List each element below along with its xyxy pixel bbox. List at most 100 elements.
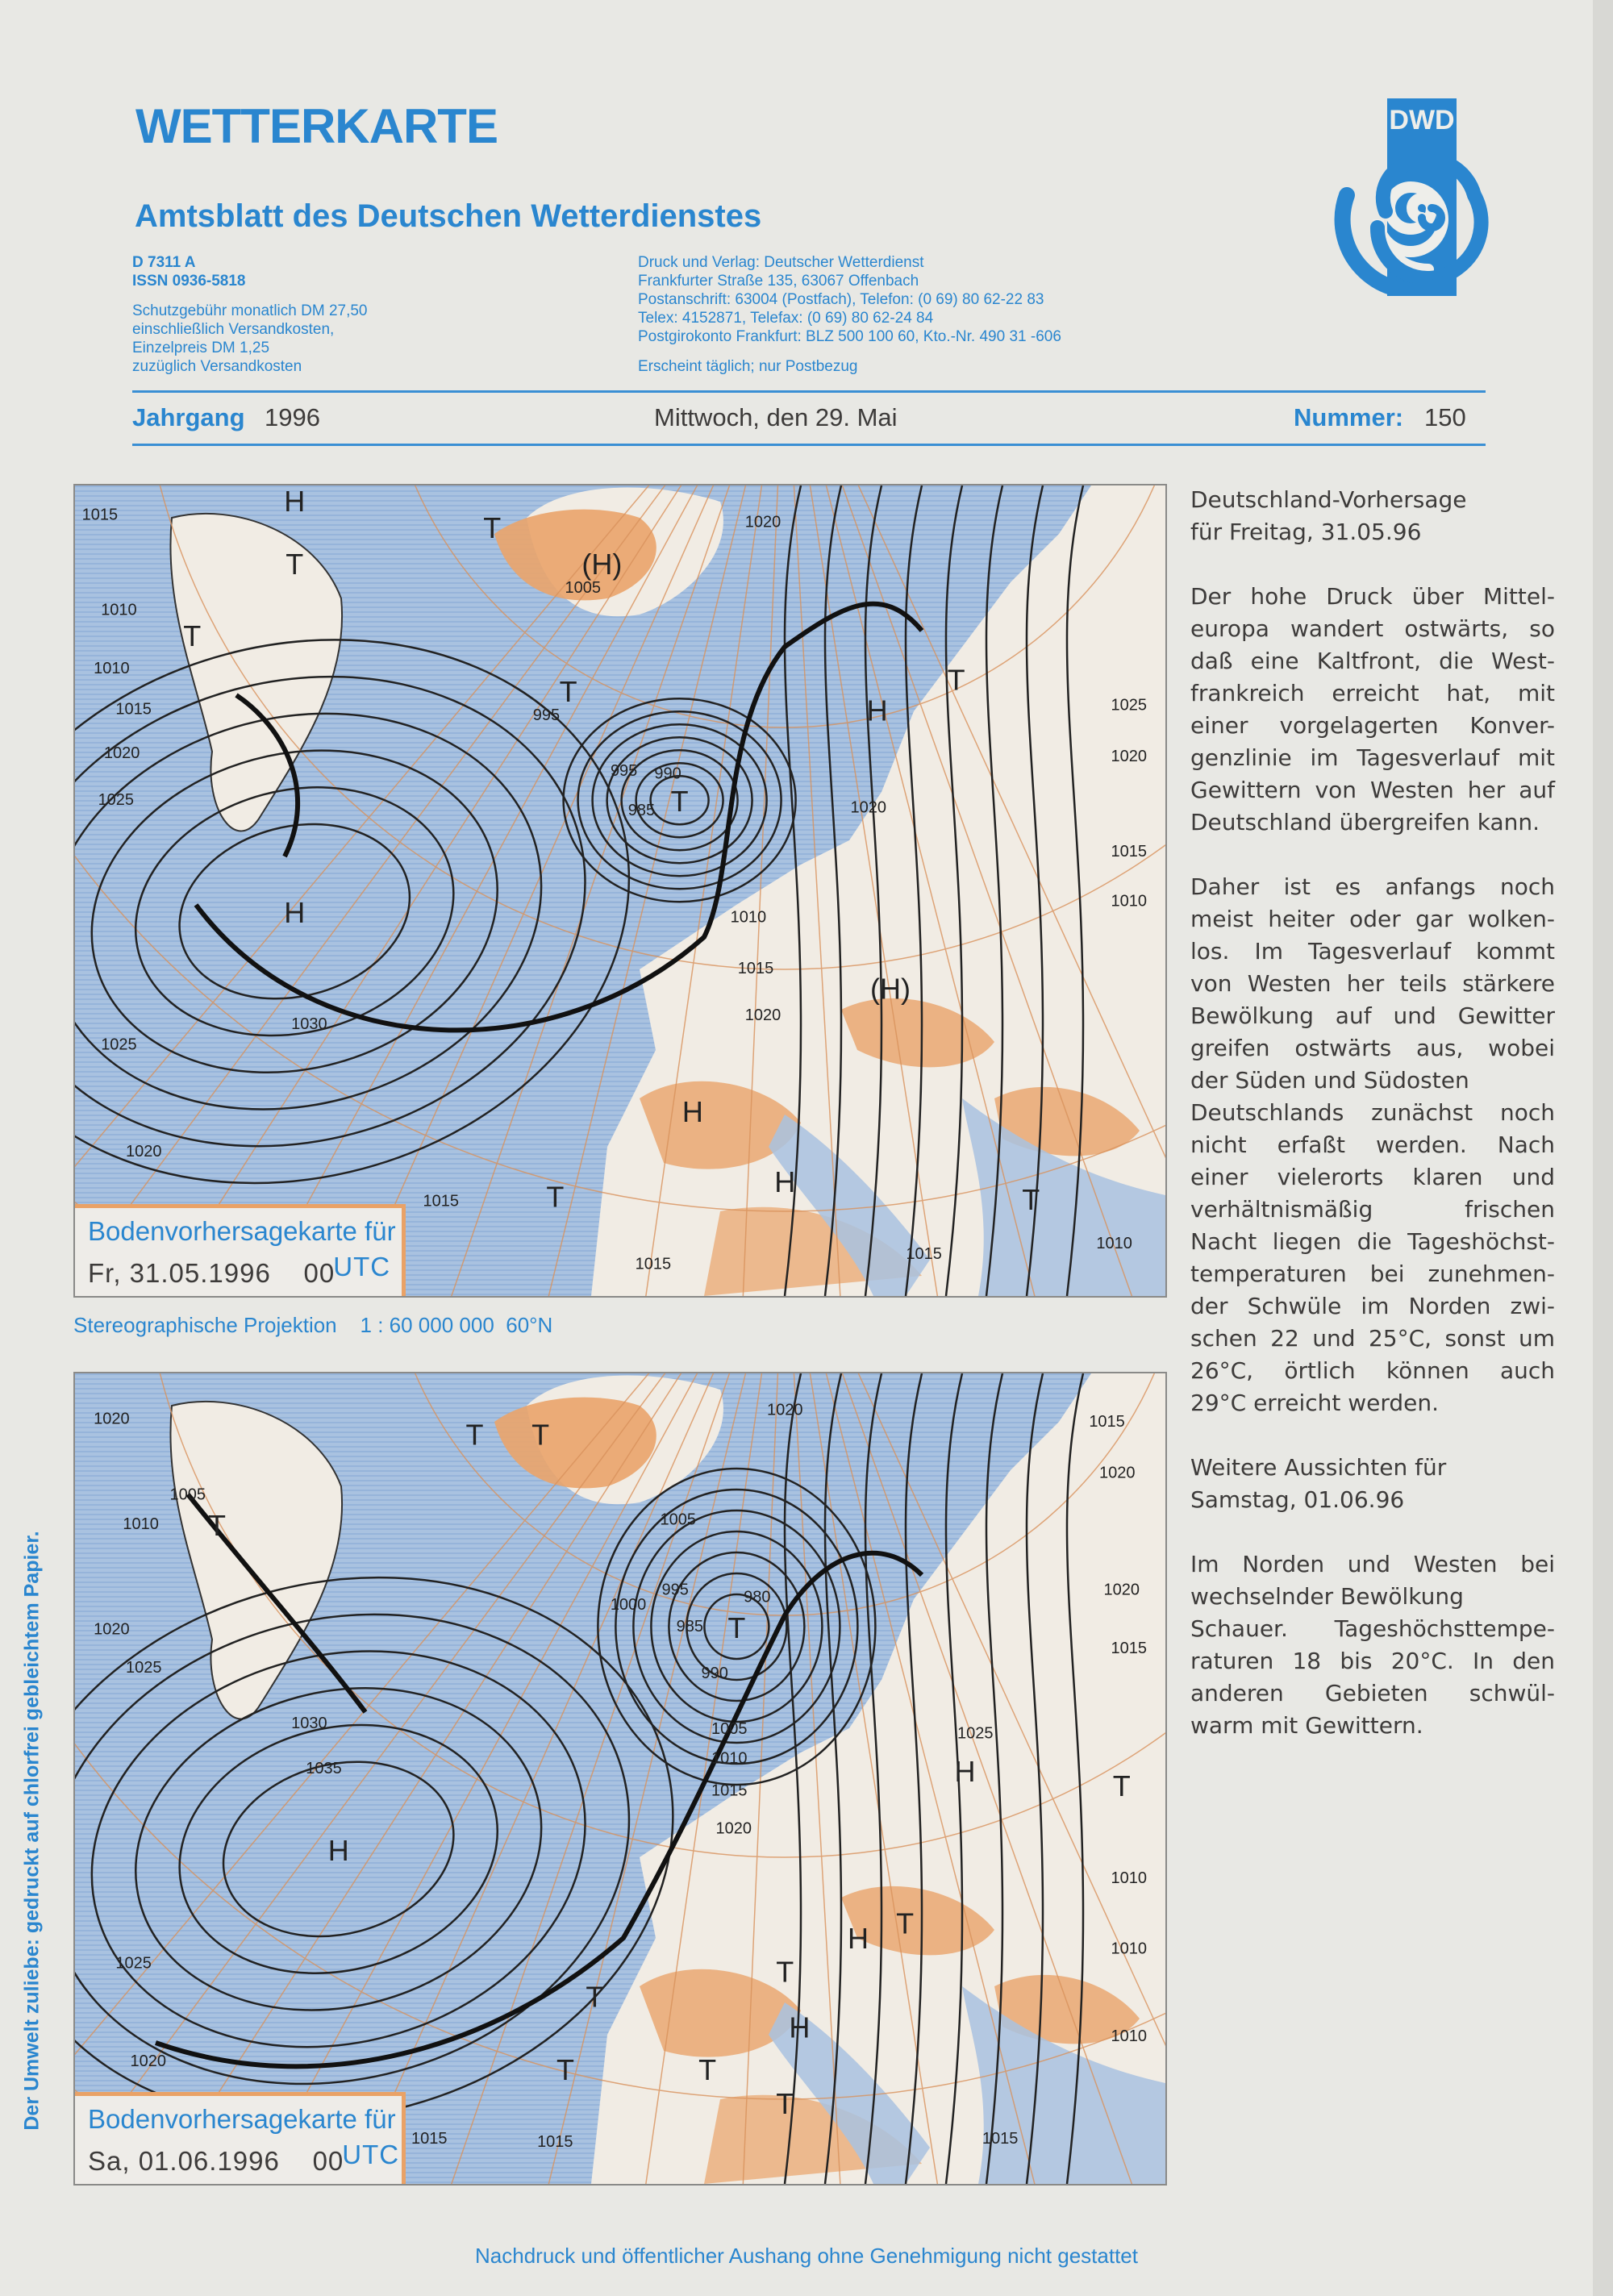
meridian-line [825,1373,1036,2184]
isobar-value-label: 995 [611,762,637,780]
text-line: Deutschlands zunächst noch [1190,1099,1555,1126]
mediterranean [769,1115,930,1296]
meridian-line [75,485,650,1168]
isobar-value-label: 1010 [1111,2027,1148,2045]
isobar [1065,1373,1085,2184]
isobar-value-label: 1015 [1111,843,1148,860]
isobar [222,1761,455,1938]
front-line [185,1493,368,1714]
isobar [668,1551,806,1702]
text-line: Samstag, 01.06.96 [1190,1486,1405,1513]
page-title: WETTERKARTE [135,99,498,153]
latitude-circle [75,855,1165,1212]
divider [132,444,1486,446]
isobar-value-label: 1020 [104,744,140,762]
relief-area [994,1974,1140,2044]
issn: ISSN 0936-5818 [132,273,246,290]
isobar [703,1593,770,1661]
map-caption-title: Bodenvorhersagekarte für [88,2104,396,2134]
low-pressure-label: T [208,1509,226,1542]
low-pressure-label: T [556,2053,574,2086]
isobar-value-label: 1000 [611,1596,647,1614]
isobar-value-label: 1010 [1111,1940,1148,1957]
isobar-value-label: 1010 [101,601,137,619]
low-pressure-label: T [560,675,577,708]
fee-line: einschließlich Versandkosten, [132,321,335,338]
low-pressure-label: T [671,785,689,818]
forecast-map-saturday: 1020 1010 1005 T T T 1020 1025 1030 1035 H 1025 1020… [73,1372,1167,2186]
relief-area [994,1086,1140,1156]
isobar-value-label: 1030 [291,1015,327,1033]
text-line: wechselnder Bewölkung [1190,1583,1464,1610]
text-line: Gewittern von Westen her auf [1190,777,1555,803]
isobar [75,675,586,1148]
text-line: Schauer. Tageshöchsttempe- [1190,1615,1555,1642]
text-line: verhältnismäßig frischen [1190,1196,1555,1223]
year-value: 1996 [265,403,320,431]
isobar [985,485,1004,1296]
isobar [823,1373,843,2184]
low-pressure-label: T [465,1418,483,1451]
isobar [134,786,455,1037]
isobar-value-label: 1015 [982,2130,1019,2148]
environment-note: Der Umwelt zuliebe: gedruckt auf chlorfr… [20,1531,44,2131]
isobar-value-label: 1025 [1111,696,1148,714]
isobar-value-label: 1020 [1111,748,1148,765]
isobar [597,1467,877,1786]
publication-note: Erscheint täglich; nur Postbezug [638,358,858,375]
publication-code: D 7311 A [132,254,196,271]
map-caption: Bodenvorhersagekarte für Fr, 31.05.1996 … [75,1204,406,1296]
latitude-circle [159,485,1165,970]
low-pressure-label: T [531,1418,549,1451]
isobar-value-label: 1015 [1089,1413,1125,1431]
isobar [1025,485,1044,1296]
latitude-circle [159,1373,1165,1858]
text-line: meist heiter oder gar wolken- [1190,906,1555,932]
footer-note: Nachdruck und öffentlicher Aushang ohne … [475,2244,1138,2268]
low-pressure-label: T [183,619,201,652]
number-value: 150 [1424,403,1466,431]
text-line: schen 22 und 25°C, sonst um [1190,1325,1555,1352]
text-line: los. Im Tagesverlauf kommt [1190,938,1555,965]
isobar [864,485,883,1296]
text-line: frankreich erreicht hat, mit [1190,680,1555,706]
isobar-value-label: 1005 [711,1720,748,1738]
relief-area [640,1081,801,1169]
text-line: Der hohe Druck über Mittel- [1190,583,1555,610]
low-pressure-label: T [896,1907,914,1940]
isobar [75,712,543,1110]
isobar-value-label: 1010 [1111,1869,1148,1887]
number-label: Nummer: [1294,403,1404,431]
forecast-map-friday: H T (H) 1005 T T T 995 H T 990 985 995 H T (H) H H T T 1015 1… [73,484,1167,1298]
map-caption-title: Bodenvorhersagekarte für [88,1216,396,1246]
text-line: greifen ostwärts aus, wobei [1190,1035,1555,1061]
isobar-value-label: 1020 [131,2052,167,2070]
latitude-circle [75,1743,1165,2100]
isobar [635,761,724,839]
isobar-value-label: 1035 [306,1760,342,1777]
isobar [783,485,802,1296]
text-line: nicht erfaßt werden. Nach [1190,1131,1555,1158]
text-line: Bewölkung auf und Gewitter [1190,1002,1555,1029]
divider [132,390,1486,393]
isobar-value-label: 1025 [101,1035,137,1053]
text-line: raturen 18 bis 20°C. In den [1190,1648,1555,1674]
page-edge [1593,0,1613,2296]
isobar [135,1687,543,2011]
publisher-line: Postgirokonto Frankfurt: BLZ 500 100 60,… [638,328,1061,345]
front-line [235,693,300,858]
meridian-line [645,1373,763,2184]
isobar-value-label: 1015 [711,1781,748,1799]
meridian-line [548,1373,747,2184]
isobar-value-label: 990 [701,1665,727,1682]
isobar [649,774,710,826]
relief-area [841,998,994,1068]
isobar [650,1530,823,1723]
isobars [75,485,1085,1296]
relief-area [640,1969,801,2057]
publisher-line: Frankfurter Straße 135, 63067 Offenbach [638,273,919,290]
isobar-value-label: 1020 [126,1143,162,1161]
text-line: Deutschland übergreifen kann. [1190,809,1540,835]
isobar [985,1373,1004,2184]
